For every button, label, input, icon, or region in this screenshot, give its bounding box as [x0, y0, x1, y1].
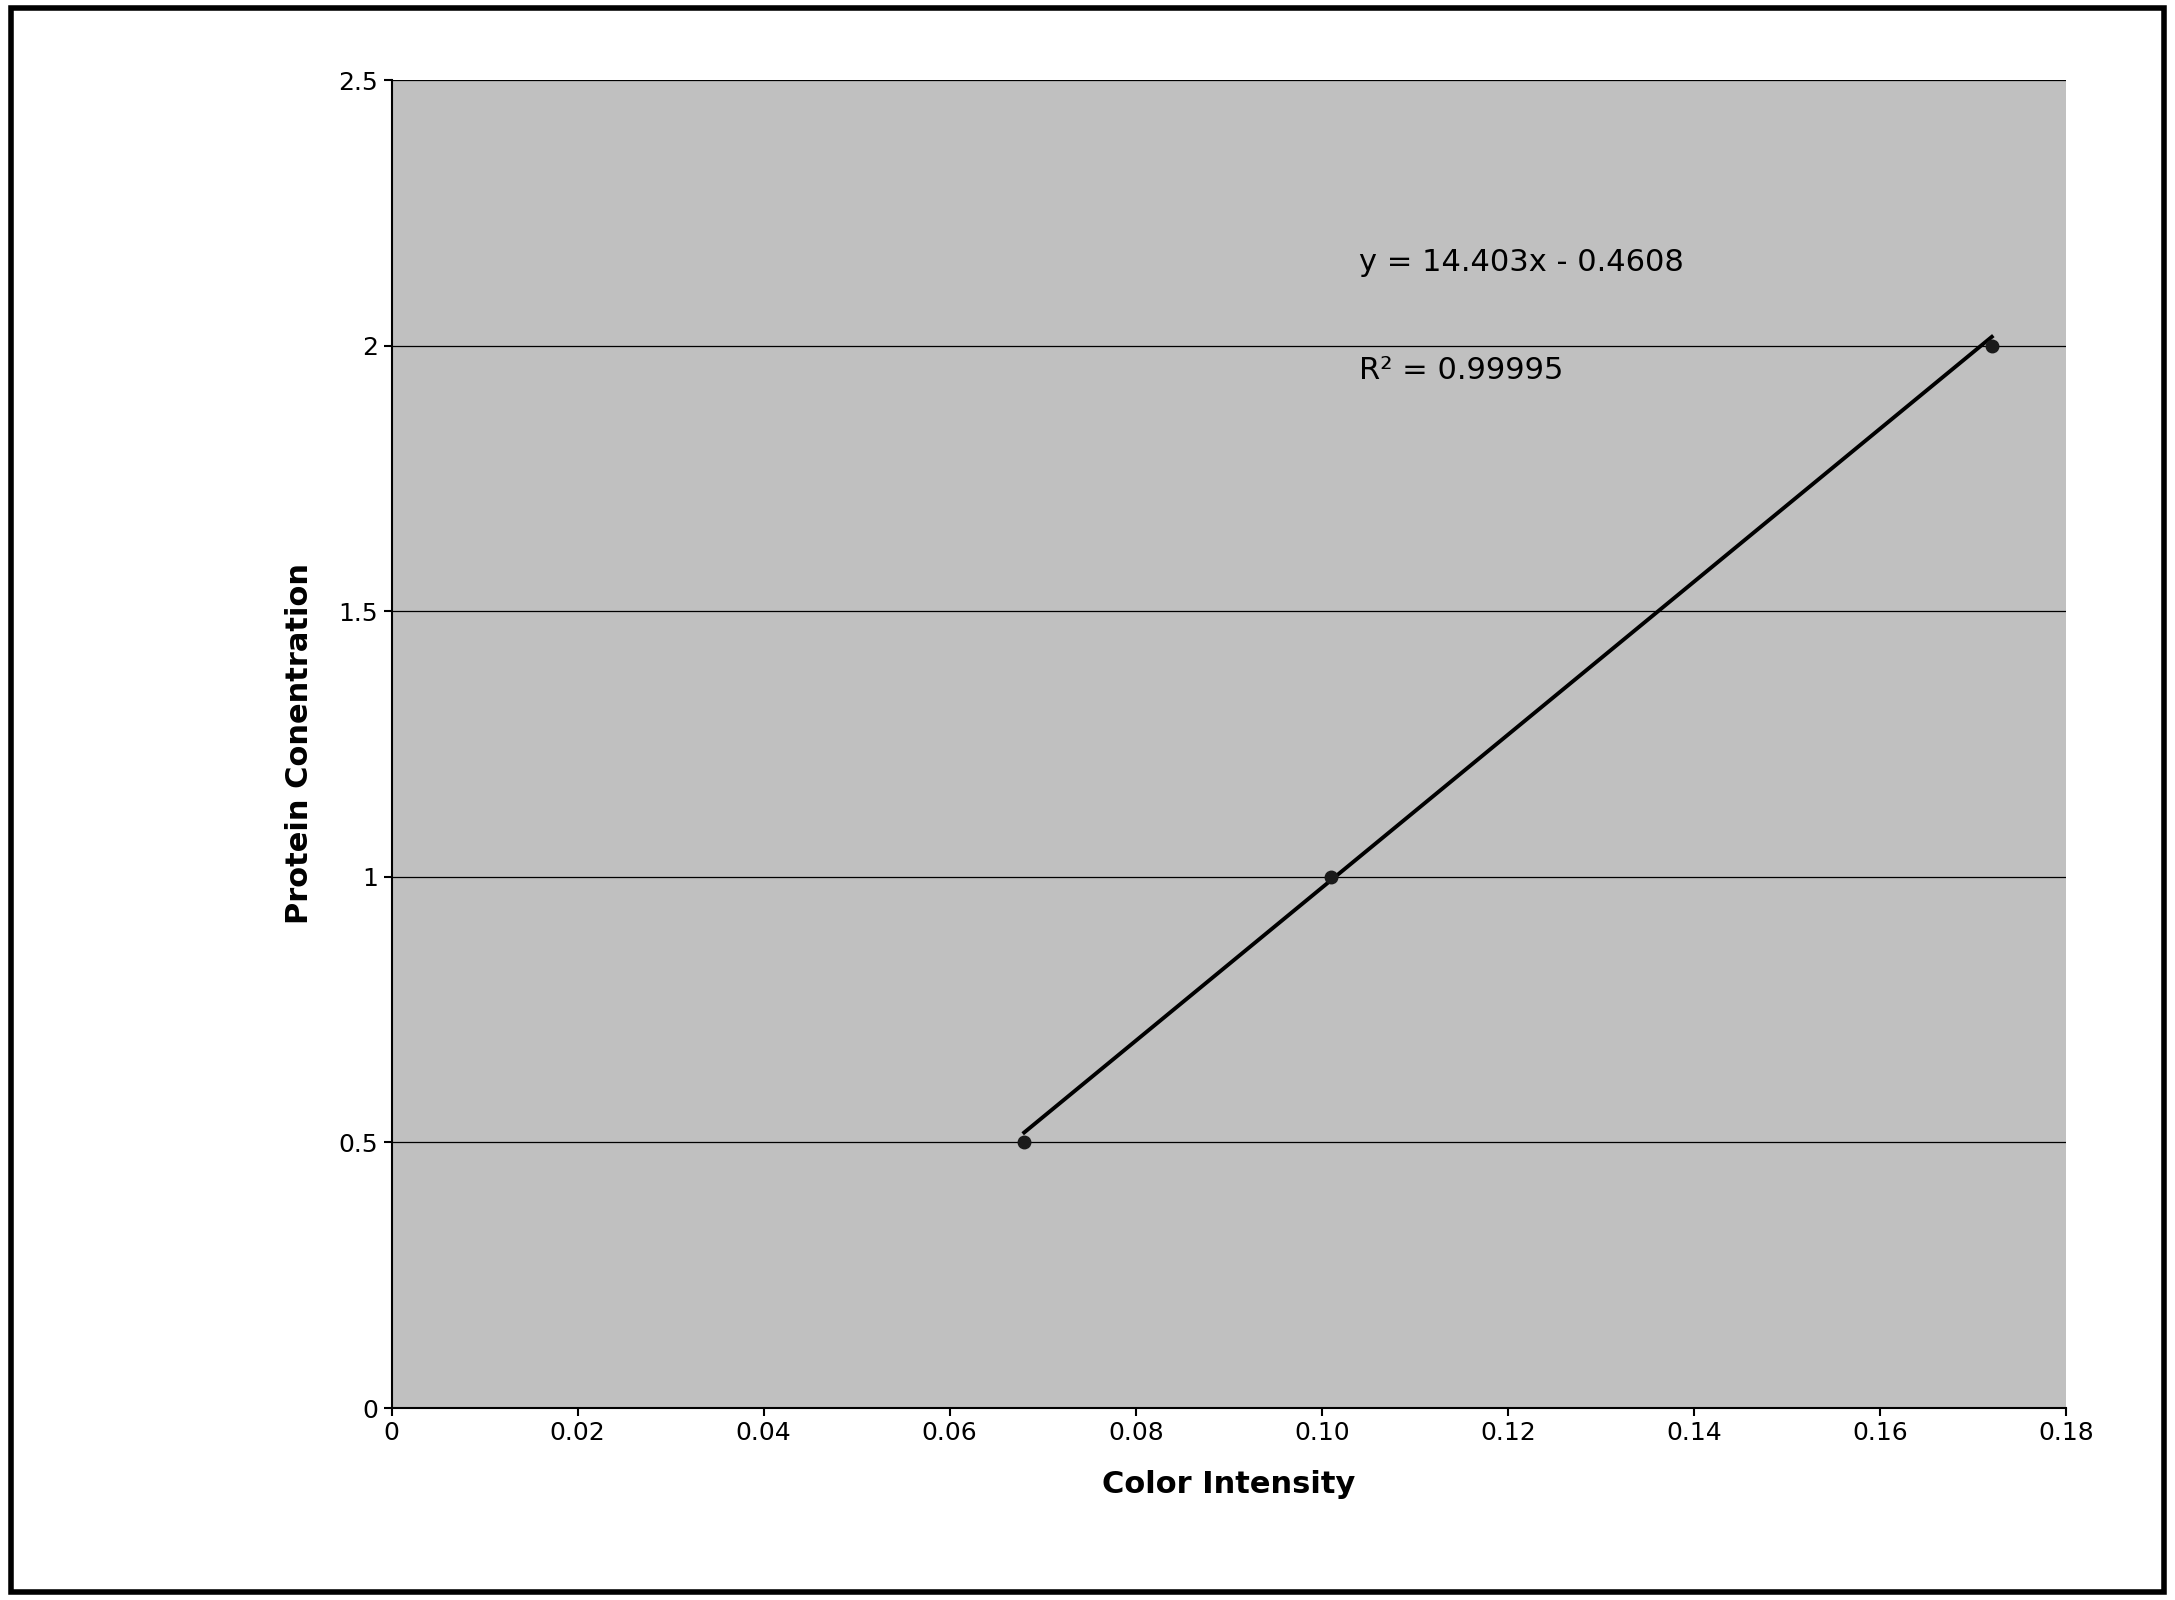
Y-axis label: Protein Conentration: Protein Conentration	[285, 563, 313, 925]
Text: R² = 0.99995: R² = 0.99995	[1359, 357, 1564, 386]
Point	[1007, 1130, 1042, 1155]
Point	[1975, 333, 2010, 358]
X-axis label: Color Intensity: Color Intensity	[1103, 1470, 1355, 1499]
Text: y = 14.403x - 0.4608: y = 14.403x - 0.4608	[1359, 248, 1683, 277]
Point	[1314, 864, 1348, 890]
